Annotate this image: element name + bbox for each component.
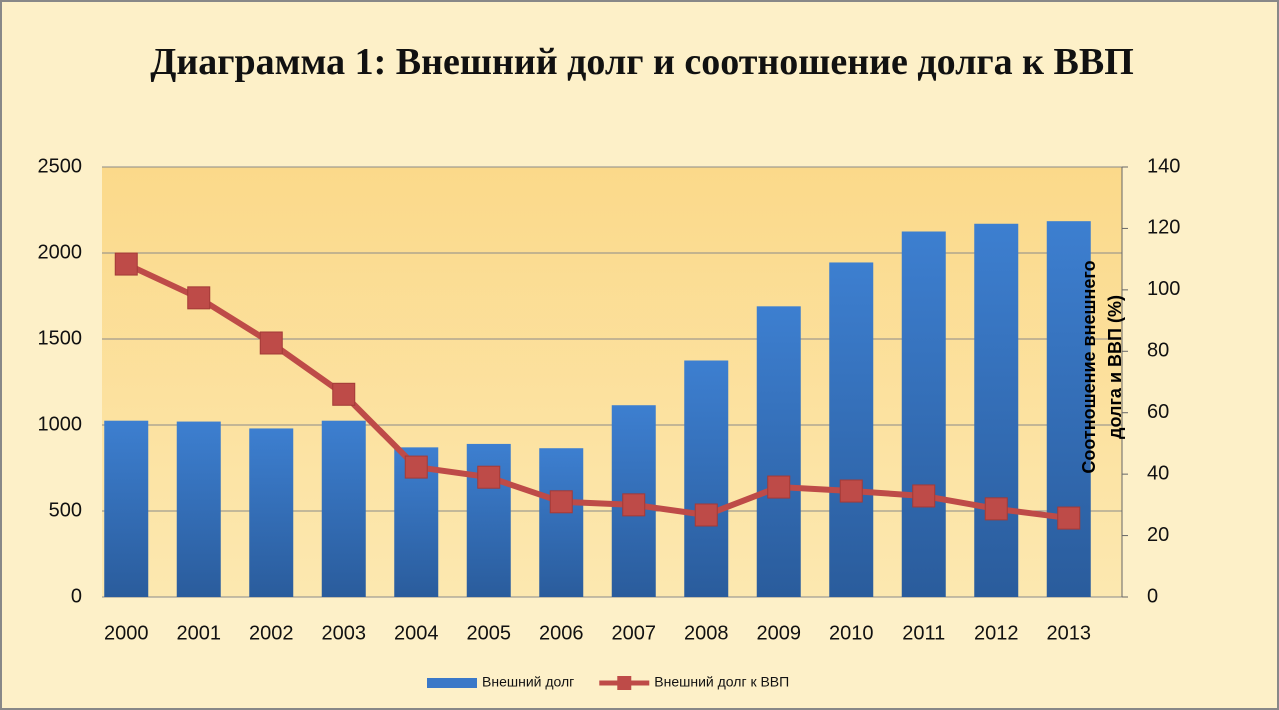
y2-tick-label: 120 [1147, 217, 1180, 239]
x-tick-label: 2007 [612, 622, 657, 644]
marker [477, 465, 501, 489]
marker [259, 331, 283, 355]
bar [684, 360, 729, 597]
y-tick-label: 1500 [38, 327, 83, 349]
y-tick-label: 2000 [38, 241, 83, 263]
x-tick-label: 2003 [322, 622, 367, 644]
marker [984, 497, 1008, 521]
x-tick-label: 2000 [104, 622, 149, 644]
x-tick-label: 2008 [684, 622, 729, 644]
bar [539, 448, 584, 597]
x-tick-label: 2005 [467, 622, 512, 644]
bar [756, 306, 801, 597]
legend-swatch [617, 676, 632, 690]
y-tick-label: 1000 [38, 413, 83, 435]
x-tick-label: 2009 [757, 622, 802, 644]
y-tick-label: 500 [49, 499, 82, 521]
y2-tick-label: 60 [1147, 401, 1169, 423]
marker [549, 490, 573, 514]
marker [839, 479, 863, 503]
legend-swatch [427, 678, 477, 688]
marker [912, 484, 936, 508]
x-tick-label: 2013 [1047, 622, 1092, 644]
bar [1046, 221, 1091, 597]
bar [974, 223, 1019, 597]
y2-tick-label: 20 [1147, 524, 1169, 546]
y2-tick-label: 80 [1147, 340, 1169, 362]
y-tick-label: 0 [71, 585, 82, 607]
x-tick-label: 2001 [177, 622, 222, 644]
marker [694, 503, 718, 527]
bar [829, 262, 874, 597]
marker [622, 493, 646, 517]
marker [332, 382, 356, 406]
y2-tick-label: 100 [1147, 278, 1180, 300]
bar [901, 231, 946, 597]
bar [176, 421, 221, 597]
x-tick-label: 2006 [539, 622, 584, 644]
marker [1057, 506, 1081, 530]
y2-tick-label: 140 [1147, 155, 1180, 177]
marker [114, 252, 138, 276]
marker [404, 455, 428, 479]
y-tick-label: 2500 [38, 155, 83, 177]
x-tick-label: 2010 [829, 622, 874, 644]
x-tick-label: 2011 [902, 622, 945, 644]
x-tick-label: 2012 [974, 622, 1019, 644]
y2-tick-label: 0 [1147, 585, 1158, 607]
line [124, 261, 1070, 522]
x-tick-label: 2004 [394, 622, 439, 644]
bar [321, 420, 366, 597]
x-tick-label: 2002 [249, 622, 294, 644]
marker [767, 475, 791, 499]
bar [104, 420, 149, 597]
legend-label: Внешний долг [482, 674, 574, 690]
chart-title: Диаграмма 1: Внешний долг и соотношение … [150, 41, 1134, 83]
marker [187, 286, 211, 310]
bar [249, 428, 294, 597]
y2-axis-label: Соотношение внешнего долга и ВВП (%) [1079, 260, 1125, 474]
y2-tick-label: 40 [1147, 462, 1169, 484]
legend-label: Внешний долг к ВВП [654, 674, 789, 690]
